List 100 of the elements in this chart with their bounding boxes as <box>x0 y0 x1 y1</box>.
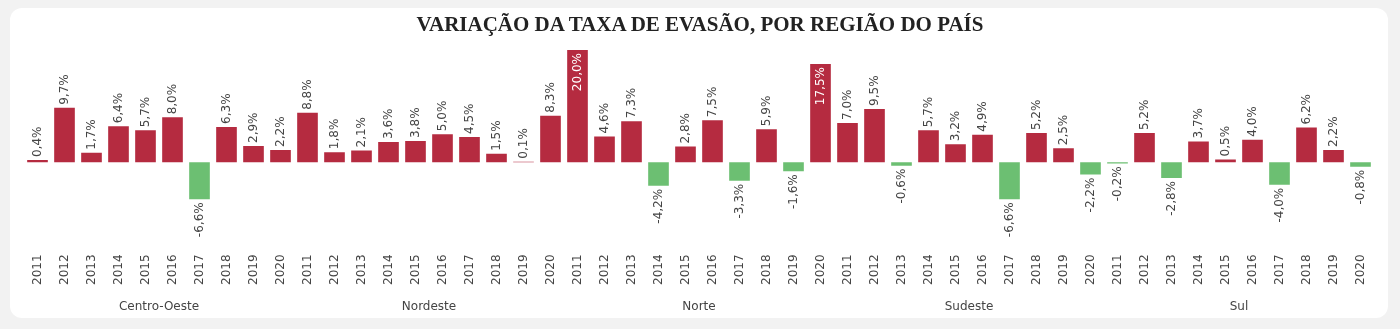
x-tick-label: 2011 <box>839 254 854 286</box>
data-label: 7,0% <box>839 89 854 120</box>
x-tick-label: 2017 <box>1001 254 1016 286</box>
data-label: 3,8% <box>407 107 422 138</box>
bar <box>810 64 831 163</box>
x-tick-label: 2013 <box>893 254 908 286</box>
bar <box>297 112 318 163</box>
bar <box>891 162 912 166</box>
x-tick-label: 2016 <box>434 254 449 286</box>
bar <box>621 121 642 163</box>
x-tick-label: 2015 <box>677 254 692 286</box>
data-label: -6,6% <box>1001 202 1016 238</box>
data-label: 0,1% <box>515 128 530 159</box>
x-tick-label: 2013 <box>1163 254 1178 286</box>
x-tick-label: 2018 <box>1298 254 1313 286</box>
data-label: -1,6% <box>785 174 800 210</box>
data-label: 5,2% <box>1136 99 1151 131</box>
bar <box>1188 141 1209 163</box>
bar <box>189 162 210 200</box>
bar <box>648 162 669 186</box>
data-label: 5,2% <box>1028 99 1043 131</box>
data-label: -3,3% <box>731 183 746 219</box>
x-tick-label: 2012 <box>56 254 71 286</box>
data-label: 17,5% <box>812 67 827 106</box>
x-tick-label: 2018 <box>1028 254 1043 286</box>
x-tick-label: 2019 <box>785 254 800 286</box>
data-label: -2,8% <box>1163 180 1178 216</box>
data-label: 2,2% <box>1325 116 1340 147</box>
bar <box>972 134 993 163</box>
data-label: 4,9% <box>974 101 989 132</box>
data-label: 2,9% <box>245 112 260 143</box>
data-label: 4,6% <box>596 102 611 134</box>
data-label: -4,2% <box>650 188 665 224</box>
data-label: 6,3% <box>218 93 233 124</box>
x-tick-label: 2014 <box>110 254 125 286</box>
bar <box>1323 149 1344 163</box>
x-tick-label: 2020 <box>1082 254 1097 286</box>
x-tick-label: 2014 <box>1190 254 1205 286</box>
bar <box>405 140 426 163</box>
data-label: -0,6% <box>893 168 908 204</box>
x-tick-label: 2019 <box>1325 254 1340 286</box>
x-tick-label: 2015 <box>137 254 152 286</box>
data-label: 1,7% <box>83 119 98 150</box>
x-tick-label: 2017 <box>191 254 206 286</box>
bar <box>378 142 399 163</box>
bar <box>756 129 777 163</box>
data-label: -2,2% <box>1082 177 1097 213</box>
x-tick-label: 2012 <box>326 254 341 286</box>
x-tick-label: 2013 <box>353 254 368 286</box>
x-tick-label: 2017 <box>1271 254 1286 286</box>
x-tick-label: 2015 <box>1217 254 1232 286</box>
x-tick-label: 2011 <box>569 254 584 286</box>
x-tick-label: 2019 <box>515 254 530 286</box>
text: Centro-Oeste <box>118 299 200 314</box>
bar <box>1080 162 1101 175</box>
bar <box>1026 133 1047 163</box>
bar <box>729 162 750 181</box>
data-label: 4,0% <box>1244 106 1259 137</box>
text: Sul <box>1229 299 1249 314</box>
x-tick-label: 2017 <box>461 254 476 286</box>
x-tick-label: 2018 <box>758 254 773 286</box>
data-label: 8,8% <box>299 79 314 110</box>
bar <box>459 137 480 163</box>
data-label: 9,7% <box>56 74 71 105</box>
text: Norte <box>682 299 716 314</box>
text: Sudeste <box>944 299 994 314</box>
data-label: -0,2% <box>1109 166 1124 202</box>
bar <box>270 149 291 163</box>
x-tick-label: 2013 <box>83 254 98 286</box>
bar <box>135 130 156 163</box>
bar <box>108 126 129 163</box>
data-label: 6,2% <box>1298 93 1313 125</box>
data-label: 5,7% <box>920 96 935 128</box>
x-tick-label: 2013 <box>623 254 638 286</box>
x-tick-label: 2016 <box>164 254 179 286</box>
bar <box>1242 139 1263 163</box>
x-tick-label: 2016 <box>1244 254 1259 286</box>
bar <box>864 108 885 163</box>
data-label: 2,2% <box>272 116 287 147</box>
x-tick-label: 2020 <box>1352 254 1367 286</box>
x-tick-label: 2020 <box>812 254 827 286</box>
x-tick-label: 2020 <box>542 254 557 286</box>
x-tick-label: 2012 <box>866 254 881 286</box>
x-tick-label: 2014 <box>650 254 665 286</box>
text: Nordeste <box>401 299 457 314</box>
data-label: 1,5% <box>488 120 503 151</box>
bar <box>837 122 858 163</box>
data-label: 20,0% <box>569 53 584 92</box>
data-label: 7,3% <box>623 87 638 119</box>
data-label: 7,5% <box>704 86 719 118</box>
x-tick-label: 2011 <box>29 254 44 286</box>
data-label: 3,7% <box>1190 107 1205 139</box>
bar <box>1296 127 1317 163</box>
bar <box>594 136 615 163</box>
x-tick-label: 2019 <box>1055 254 1070 286</box>
bar <box>486 153 507 163</box>
data-label: 5,9% <box>758 95 773 127</box>
x-tick-label: 2016 <box>704 254 719 286</box>
bar <box>540 115 561 163</box>
bar <box>1350 162 1371 167</box>
